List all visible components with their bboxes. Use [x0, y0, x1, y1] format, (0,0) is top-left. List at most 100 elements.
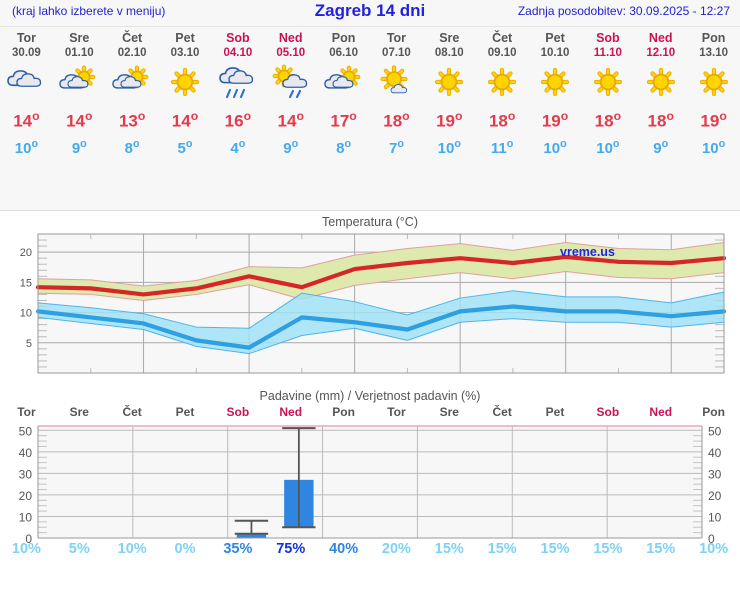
day-column[interactable]: Sob 11.10 18o 10o — [581, 31, 634, 159]
sunny-icon — [634, 63, 687, 101]
day-column[interactable]: Tor 30.09 14o 10o — [0, 31, 53, 159]
precip-probability: 10% — [11, 541, 41, 557]
day-column[interactable]: Sob 04.10 16o 4o — [211, 31, 264, 159]
day-column[interactable]: Pon 13.10 19o 10o — [687, 31, 740, 159]
precip-probability: 15% — [434, 541, 464, 557]
day-name: Pon — [331, 31, 356, 45]
precip-day-label: Pet — [175, 405, 195, 419]
precip-day-label: Čet — [492, 405, 512, 419]
day-column[interactable]: Čet 09.10 18o 11o — [476, 31, 529, 159]
day-name: Čet — [122, 31, 143, 45]
last-update-text: Zadnja posodobitev: 30.09.2025 - 12:27 — [517, 4, 730, 18]
temp-max: 14o — [171, 109, 199, 131]
day-column[interactable]: Pet 03.10 14o 5o — [159, 31, 212, 159]
precip-probability: 0% — [174, 541, 196, 557]
svg-text:vreme.us: vreme.us — [560, 245, 615, 259]
day-date: 13.10 — [699, 47, 728, 59]
partly-sunny-icon — [53, 63, 106, 101]
svg-text:10: 10 — [19, 510, 33, 524]
temp-min: 5o — [177, 137, 193, 157]
temperature-chart-block: Temperatura (°C) 5 10 15 20 vreme.us — [0, 211, 740, 385]
day-name: Pet — [175, 31, 195, 45]
temperature-chart-title: Temperatura (°C) — [0, 211, 740, 230]
temp-max: 19o — [436, 109, 463, 131]
svg-text:0: 0 — [25, 532, 32, 546]
temp-min: 9o — [653, 137, 669, 157]
precip-probability: 20% — [381, 541, 411, 557]
rain-icon — [211, 63, 264, 101]
precip-day-label: Pet — [545, 405, 565, 419]
day-date: 05.10 — [276, 47, 306, 59]
precip-day-label: Sob — [596, 405, 620, 419]
temp-max: 18o — [383, 109, 410, 131]
day-name: Sre — [69, 31, 90, 45]
precip-day-label: Sob — [226, 405, 250, 419]
precip-probability: 15% — [487, 541, 517, 557]
page-title: Zagreb 14 dni — [314, 1, 426, 20]
temp-max: 14o — [13, 109, 40, 131]
temp-max: 16o — [224, 109, 252, 131]
svg-text:20: 20 — [19, 489, 33, 503]
day-name: Čet — [492, 31, 513, 45]
day-date: 01.10 — [64, 47, 94, 59]
day-date: 07.10 — [382, 47, 411, 59]
svg-text:50: 50 — [19, 424, 33, 438]
temp-max: 18o — [647, 109, 674, 131]
svg-text:50: 50 — [708, 424, 722, 438]
day-name: Sob — [596, 31, 620, 45]
day-date: 12.10 — [646, 47, 676, 59]
temp-min: 10o — [701, 137, 726, 157]
day-date: 02.10 — [117, 47, 147, 59]
svg-text:40: 40 — [708, 446, 722, 460]
temp-max: 13o — [118, 109, 146, 131]
panel-divider — [0, 210, 740, 211]
precip-probability: 40% — [329, 541, 359, 557]
precipitation-probability-row: 10% 5% 10% 0% 35% 75% 40% 20% 15% 15% 15% 15% 15% 10% — [0, 540, 740, 558]
day-column[interactable]: Pon 06.10 17o 8o — [317, 31, 370, 159]
daily-forecast-grid: Tor 30.09 14o 10o Sre 01.10 14o 9o Čet 02.10 13… — [0, 27, 740, 159]
temp-min: 4o — [230, 137, 246, 157]
precip-day-label: Sre — [439, 405, 459, 419]
day-name: Pon — [701, 31, 726, 45]
svg-text:20: 20 — [20, 247, 32, 259]
day-date: 06.10 — [329, 47, 358, 59]
daily-forecast-panel: Tor 30.09 14o 10o Sre 01.10 14o 9o Čet 02.10 13… — [0, 26, 740, 211]
svg-text:10: 10 — [708, 510, 722, 524]
partly-sunny-icon — [317, 63, 370, 101]
precip-day-label: Ned — [649, 405, 673, 419]
precip-day-label: Sre — [69, 405, 89, 419]
day-column[interactable]: Ned 12.10 18o 9o — [634, 31, 687, 159]
svg-text:40: 40 — [19, 446, 33, 460]
svg-text:20: 20 — [708, 489, 722, 503]
precip-day-label: Čet — [122, 405, 142, 419]
day-column[interactable]: Čet 02.10 13o 8o — [106, 31, 159, 159]
day-date: 30.09 — [12, 47, 41, 59]
day-column[interactable]: Ned 05.10 14o 9o — [264, 31, 317, 159]
sunny-icon — [423, 63, 476, 101]
location-menu-note: (kraj lahko izberete v meniju) — [12, 4, 166, 18]
precip-day-label: Tor — [387, 405, 406, 419]
day-column[interactable]: Pet 10.10 19o 10o — [529, 31, 582, 159]
temp-min: 9o — [71, 137, 87, 157]
day-name: Tor — [16, 31, 37, 45]
sunny-icon — [581, 63, 634, 101]
svg-text:15: 15 — [20, 277, 32, 289]
day-column[interactable]: Tor 07.10 18o 7o — [370, 31, 423, 159]
sun-small-cloud-icon — [370, 63, 423, 101]
precip-probability: 10% — [117, 541, 147, 557]
svg-text:0: 0 — [708, 532, 715, 546]
temp-min: 7o — [388, 137, 404, 157]
day-column[interactable]: Sre 01.10 14o 9o — [53, 31, 106, 159]
precip-day-label: Tor — [17, 405, 36, 419]
precip-probability: 75% — [276, 541, 306, 557]
temp-max: 19o — [541, 109, 569, 131]
day-date: 09.10 — [487, 47, 517, 59]
precip-probability: 10% — [699, 541, 729, 557]
temp-max: 19o — [700, 109, 727, 131]
svg-text:30: 30 — [708, 467, 722, 481]
precip-day-label: Ned — [279, 405, 303, 419]
day-column[interactable]: Sre 08.10 19o 10o — [423, 31, 476, 159]
day-date: 08.10 — [434, 47, 464, 59]
day-name: Ned — [278, 31, 303, 45]
svg-text:30: 30 — [19, 467, 33, 481]
